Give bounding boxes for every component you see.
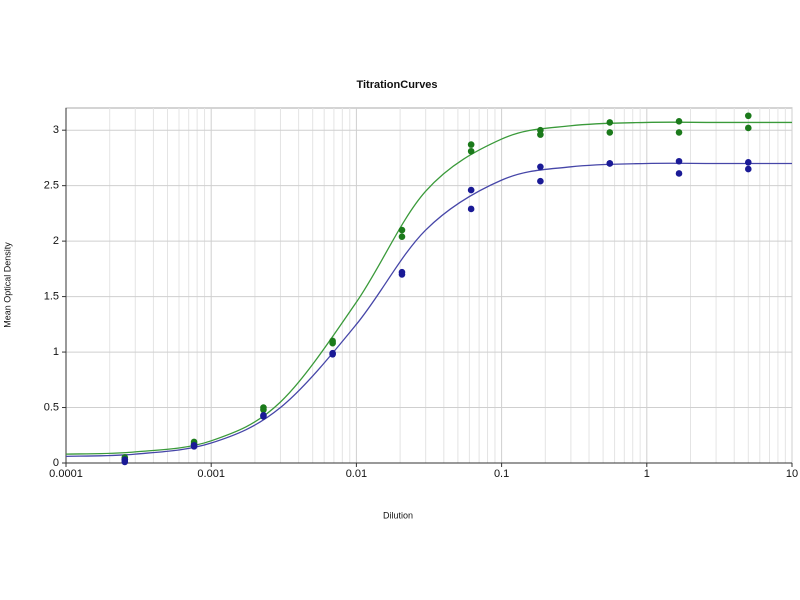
y-tick-label: 0 bbox=[53, 457, 59, 469]
data-point bbox=[537, 163, 544, 171]
y-tick-label: 2.5 bbox=[44, 180, 59, 192]
data-point bbox=[467, 186, 475, 194]
data-point bbox=[190, 443, 198, 450]
x-tick-label: 0.0001 bbox=[49, 468, 83, 480]
data-point bbox=[675, 129, 683, 136]
data-point bbox=[537, 177, 544, 185]
x-tick-label: 0.1 bbox=[494, 468, 509, 480]
data-point bbox=[744, 124, 752, 132]
fit-curve bbox=[65, 121, 792, 455]
data-point bbox=[467, 205, 475, 213]
data-point bbox=[675, 170, 683, 177]
y-tick-label: 0.5 bbox=[44, 401, 59, 413]
data-point bbox=[744, 159, 752, 166]
y-tick-label: 3 bbox=[53, 124, 59, 136]
data-point bbox=[329, 339, 336, 347]
y-tick-label: 1 bbox=[53, 346, 59, 358]
y-tick-label: 1.5 bbox=[44, 291, 59, 303]
plot-area bbox=[65, 107, 793, 464]
data-point bbox=[675, 157, 683, 165]
y-axis-label: Mean Optical Density bbox=[2, 242, 12, 328]
data-point bbox=[744, 112, 752, 120]
data-point bbox=[398, 226, 406, 234]
data-point bbox=[467, 141, 475, 148]
x-tick-label: 0.01 bbox=[346, 468, 367, 480]
x-axis-label: Dilution bbox=[383, 510, 413, 520]
data-point bbox=[675, 118, 683, 125]
data-point bbox=[744, 165, 752, 173]
data-point bbox=[121, 458, 129, 466]
x-tick-label: 1 bbox=[644, 468, 650, 480]
y-tick-label: 2 bbox=[53, 235, 59, 247]
chart-title: TitrationCurves bbox=[356, 79, 437, 91]
data-point bbox=[467, 147, 475, 155]
x-tick-label: 10 bbox=[786, 468, 798, 480]
data-point bbox=[606, 129, 614, 136]
x-tick-label: 0.001 bbox=[197, 468, 225, 480]
data-point bbox=[329, 350, 336, 358]
data-point bbox=[537, 131, 544, 138]
data-point bbox=[398, 233, 406, 240]
data-point bbox=[606, 119, 614, 126]
data-point bbox=[260, 406, 267, 414]
data-point bbox=[398, 271, 406, 278]
data-point bbox=[260, 413, 267, 420]
data-point bbox=[606, 160, 614, 167]
